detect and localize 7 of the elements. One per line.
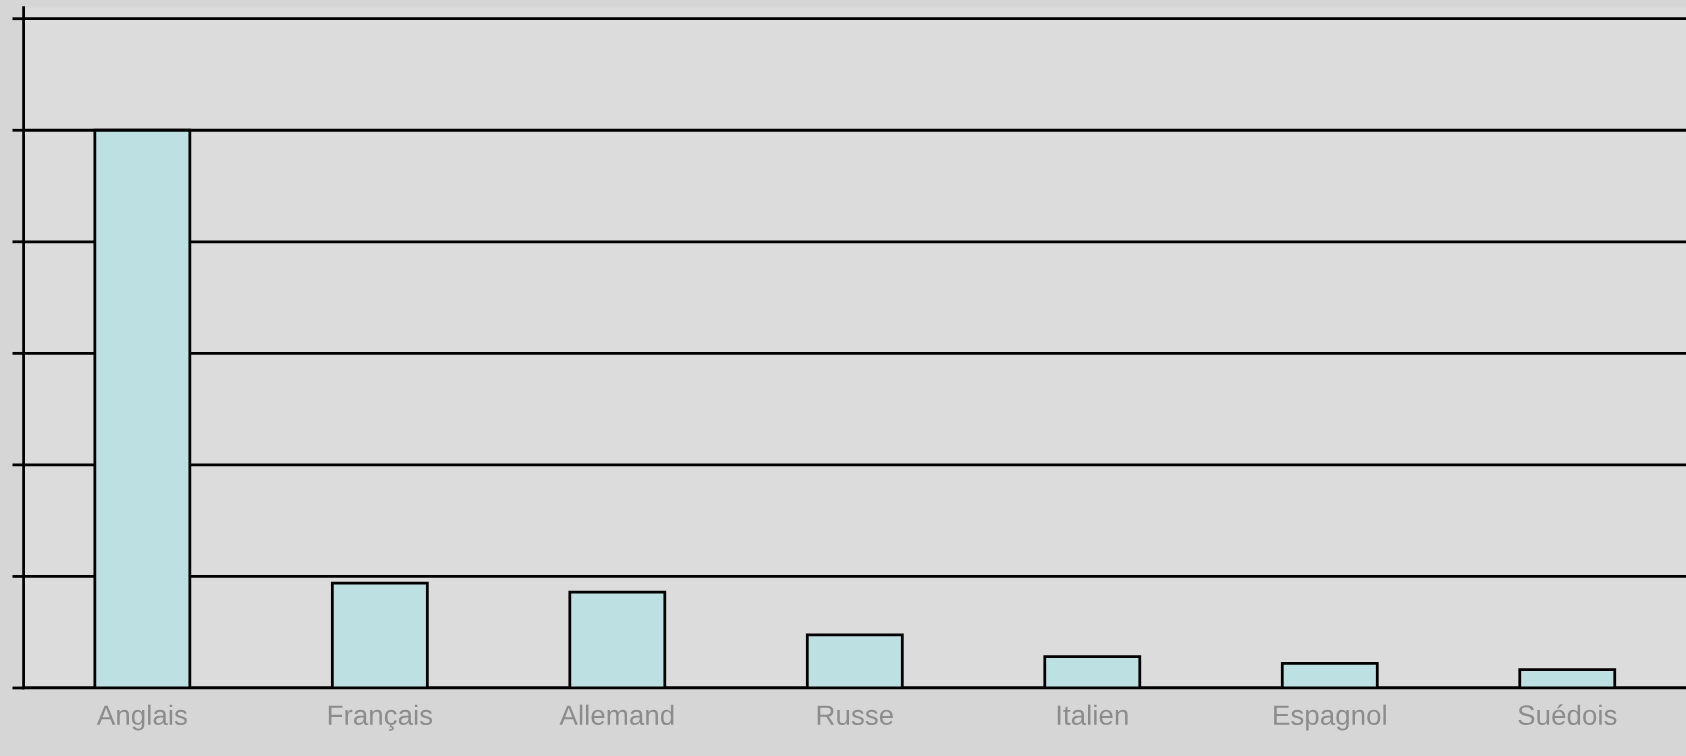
x-tick-label: Suédois: [1518, 704, 1617, 726]
x-tick-label: Russe: [817, 705, 893, 726]
x-tick-label: Italien: [1057, 704, 1128, 726]
x-tick-label: Allemand: [559, 704, 674, 726]
x-tick-label: Français: [328, 704, 433, 731]
x-tick-label: Espagnol: [1274, 704, 1386, 731]
x-tick-label: Anglais: [96, 704, 187, 731]
